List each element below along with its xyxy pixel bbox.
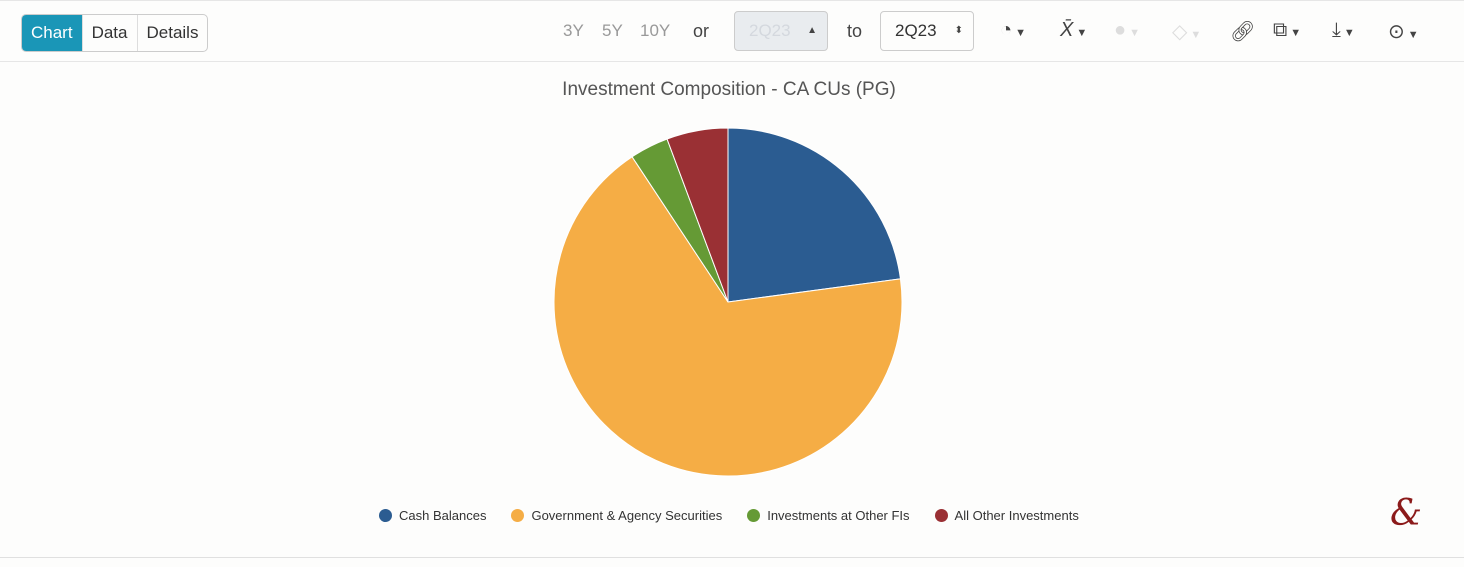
circle-icon[interactable]: ● ▼ [1114,19,1140,41]
mean-x-bar-icon[interactable]: X̄ ▼ [1060,19,1088,41]
range-10y[interactable]: 10Y [640,21,671,40]
from-period-value: 2Q23 [749,21,791,40]
link-icon[interactable]: 🔗︎ [1230,21,1256,43]
tab-details[interactable]: Details [136,15,208,51]
or-label: or [693,21,710,41]
sort-arrows-icon: ▲ [807,25,817,36]
legend: Cash Balances Government & Agency Securit… [379,508,1104,523]
sort-arrows-icon: ⬍ [954,25,963,36]
legend-label: Government & Agency Securities [531,508,723,523]
tag-icon[interactable]: ◇ ▼ [1172,21,1202,43]
view-tabs: Chart Data Details [21,14,209,52]
legend-marker [934,509,948,522]
legend-label: Cash Balances [399,508,487,523]
chart-title: Investment Composition - CA CUs (PG) [562,79,896,100]
to-period-select[interactable]: 2Q23 ⬍ [880,11,974,51]
range-3y[interactable]: 3Y [563,21,584,40]
legend-item[interactable]: Investments at Other FIs [747,508,910,523]
tab-chart[interactable]: Chart [22,15,82,51]
legend-marker [379,509,392,522]
from-period-select[interactable]: 2Q23 ▲ [734,11,828,51]
legend-item[interactable]: Government & Agency Securities [511,508,722,523]
pie-chart-icon[interactable]: ◔ ▼ [1000,19,1026,41]
to-period-value: 2Q23 [895,21,937,40]
pie-slice-3[interactable] [666,127,729,303]
more-icon[interactable]: ⊙ ▼ [1388,21,1419,43]
legend-item[interactable]: Cash Balances [379,508,486,523]
pie-slice-1[interactable] [553,156,903,477]
bottom-divider [0,557,1464,567]
legend-item[interactable]: All Other Investments [934,508,1079,523]
presentation-icon[interactable]: ⧉ ▼ [1273,19,1302,41]
toolbar: Chart Data Details 3Y 5Y 10Y or 2Q23 ▲ to… [0,0,1464,62]
range-5y[interactable]: 5Y [602,21,623,40]
legend-label: All Other Investments [954,508,1079,523]
legend-marker [747,509,761,522]
tab-data[interactable]: Data [81,15,137,51]
to-label: to [847,21,863,41]
legend-label: Investments at Other FIs [767,508,910,523]
pie-slice-0[interactable] [727,127,902,303]
legend-marker [511,509,525,522]
logo: & [1390,493,1423,534]
download-icon[interactable]: ⤓ ▼ [1332,19,1355,41]
